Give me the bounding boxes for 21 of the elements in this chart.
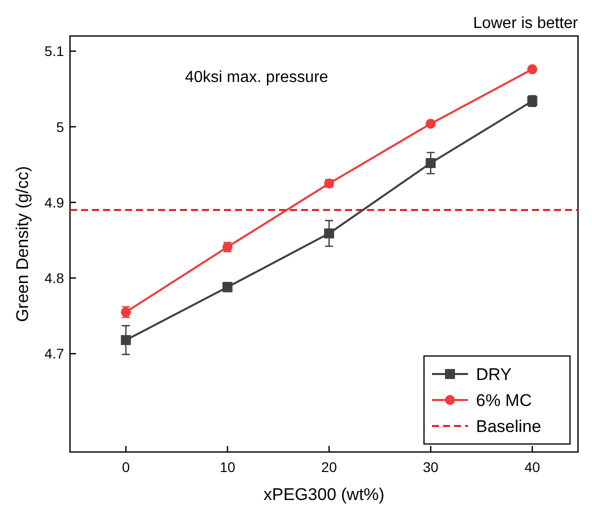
y-tick-label: 5: [56, 118, 64, 135]
text: Lower is better: [473, 15, 579, 32]
y-tick-label: 4.7: [44, 346, 64, 362]
y-axis-title: Green Density (g/cc): [13, 166, 32, 322]
x-tick-label: 10: [220, 459, 236, 475]
point: [120, 335, 131, 346]
legend-label: Baseline: [476, 417, 542, 436]
x-tick-label: 20: [321, 459, 338, 475]
y-tick-label: 5.1: [44, 43, 64, 60]
x-tick-label: 40: [524, 459, 540, 475]
y-tick-label: 4.9: [44, 194, 64, 210]
point: [324, 228, 334, 238]
legend-label: DRY: [476, 365, 512, 384]
point: [527, 64, 538, 74]
annotation: 40ksi max. pressure: [185, 69, 328, 86]
x-tick-label: 0: [122, 459, 130, 475]
x-tick-label: 30: [422, 459, 439, 475]
legend-label: 6% MC: [476, 391, 532, 410]
y-tick-label: 4.8: [44, 270, 64, 286]
point: [426, 158, 436, 168]
x-axis-title: xPEG300 (wt%): [264, 485, 384, 504]
